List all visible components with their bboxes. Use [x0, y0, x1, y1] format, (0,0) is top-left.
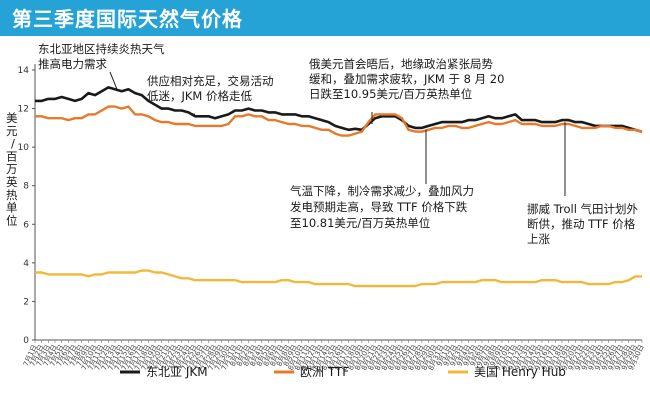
annotation-text: 上涨: [527, 232, 550, 246]
y-tick-label: 2: [23, 297, 29, 307]
annotation-text: 挪威 Troll 气田计划外: [527, 202, 639, 216]
y-tick-label: 4: [23, 259, 29, 269]
legend-label-ttf: 欧洲 TTF: [300, 365, 349, 379]
chart-title: 第三季度国际天然气价格: [12, 7, 243, 31]
series-line-jkm: [35, 86, 643, 133]
y-tick-label: 14: [18, 66, 30, 76]
annotation-text: 至10.81美元/百万英热单位: [290, 216, 430, 230]
y-tick-label: 10: [18, 143, 30, 153]
annotation-text: 日跌至10.95美元/百万英热单位: [309, 87, 472, 101]
series-line-henry-hub: [35, 269, 642, 288]
annotation-text: 东北亚地区持续炎热天气: [38, 42, 165, 56]
y-tick-label: 8: [23, 182, 29, 192]
annotation-text: 低迷，JKM 价格走低: [147, 89, 253, 103]
legend-label-jkm: 东北亚 JKM: [146, 365, 208, 379]
y-tick-label: 12: [18, 105, 29, 115]
y-tick-label: 6: [23, 220, 29, 230]
annotation-text: 缓和，叠加需求疲软，JKM 于 8 月 20: [309, 72, 504, 86]
title-bar: 第三季度国际天然气价格: [0, 0, 650, 36]
annotation-pointer: [109, 71, 118, 90]
annotation-text: 供应相对充足，交易活动: [147, 74, 274, 88]
annotation-text: 断供，推动 TTF 价格: [527, 217, 636, 231]
legend-label-henry-hub: 美国 Henry Hub: [474, 365, 566, 379]
annotation-text: 俄美元首会晤后，地缘政治紧张局势: [309, 57, 493, 71]
annotation-text: 发电预期走高，导致 TTF 价格下跌: [290, 200, 468, 214]
annotation-pointer: [184, 111, 196, 115]
series-line-ttf: [35, 105, 643, 137]
annotation-text: 推高电力需求: [38, 57, 107, 71]
y-tick-label: 0: [23, 336, 29, 346]
annotation-text: 气温下降，制冷需求减少，叠加风力: [290, 184, 474, 198]
y-axis-label: 美元/百万英热单位: [6, 111, 18, 227]
